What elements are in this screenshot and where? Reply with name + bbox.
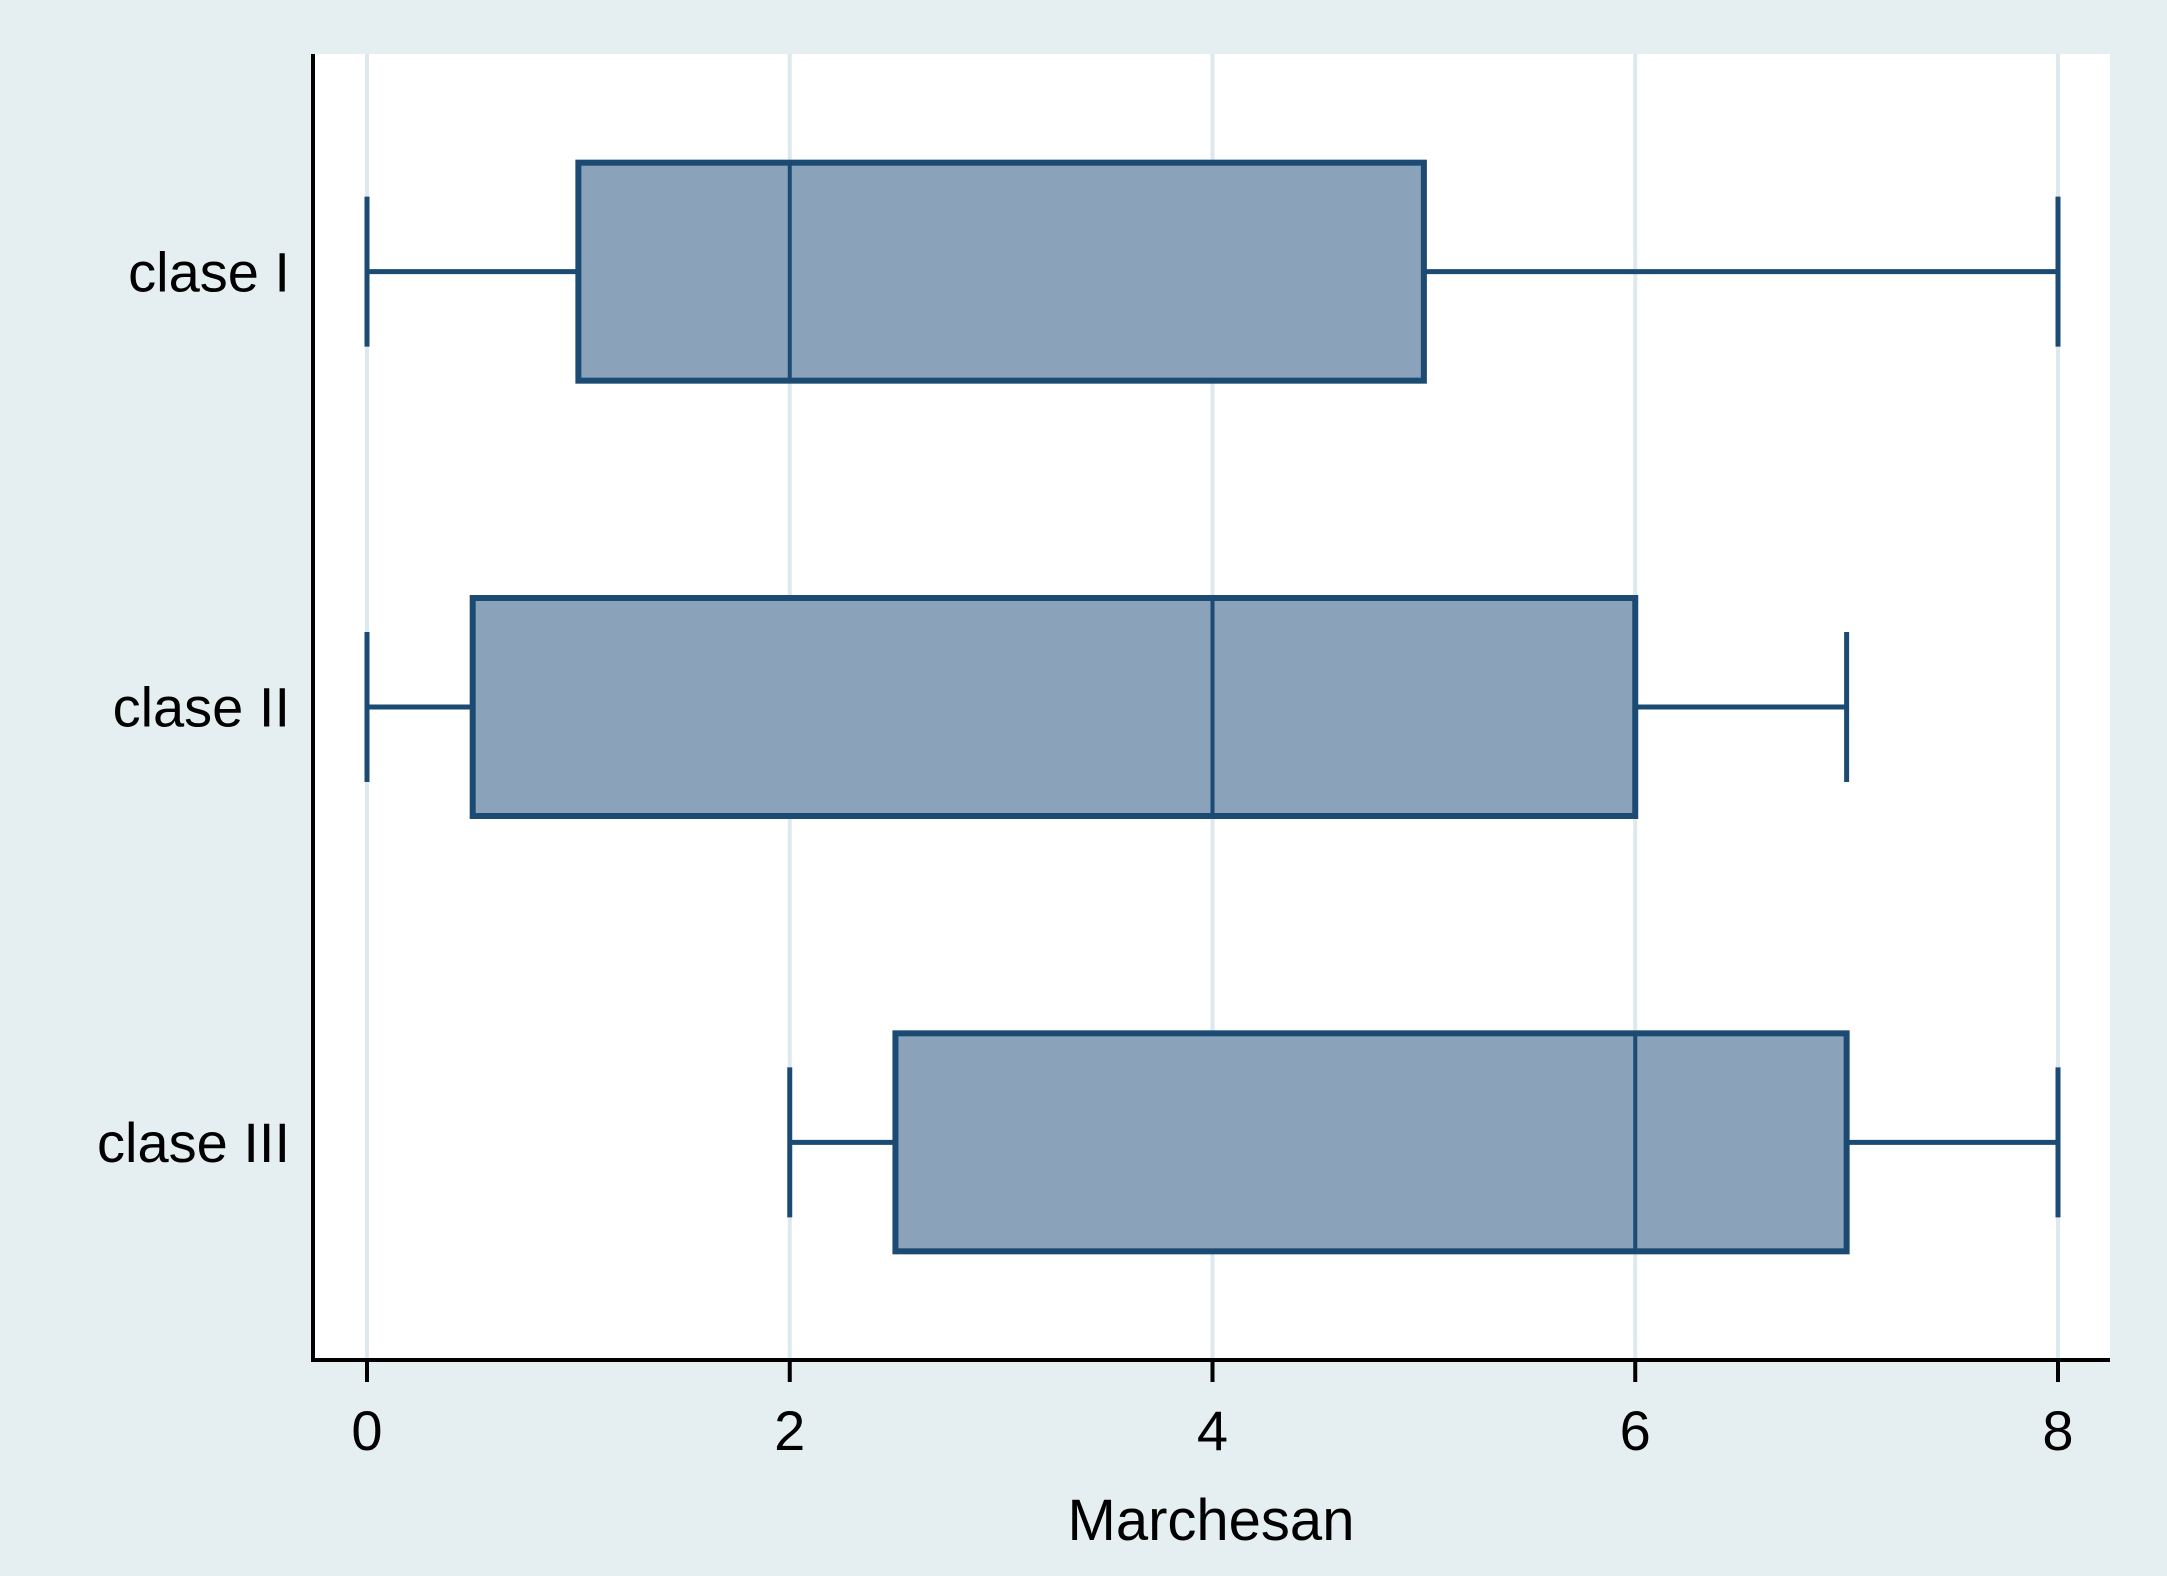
labels-layer: 0 2 4 6 8 clase I clase II clase III (97, 240, 2074, 1462)
box-group (364, 159, 2061, 384)
box-group (787, 1030, 2061, 1255)
x-tick-label: 8 (2042, 1399, 2073, 1462)
category-label: clase I (128, 240, 290, 303)
axes-layer (311, 54, 2110, 1382)
x-tick-label: 2 (774, 1399, 805, 1462)
x-axis-title: Marchesan (1068, 1488, 1355, 1553)
box (575, 159, 1427, 384)
x-tick-label: 6 (1620, 1399, 1651, 1462)
box-group (364, 595, 1850, 819)
category-label: clase II (113, 676, 290, 739)
category-label: clase III (97, 1111, 290, 1174)
boxes-layer (364, 159, 2061, 1255)
x-tick-label: 0 (351, 1399, 382, 1462)
x-tick-label: 4 (1197, 1399, 1228, 1462)
box (892, 1030, 1850, 1255)
box (469, 595, 1639, 819)
